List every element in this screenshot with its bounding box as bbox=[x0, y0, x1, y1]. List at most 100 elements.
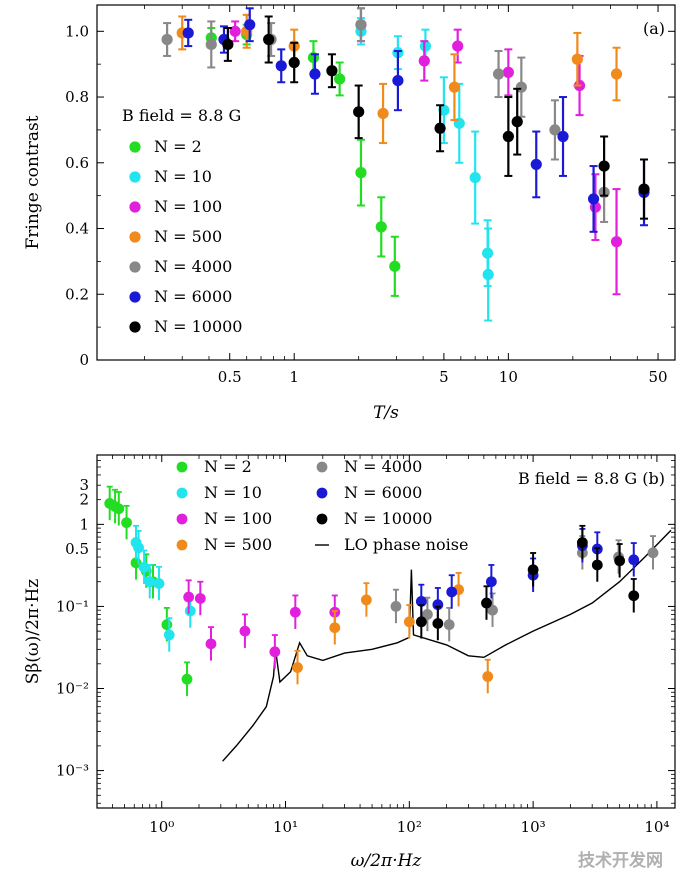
series-n-10000 bbox=[415, 524, 640, 641]
x-tick-label: 10⁴ bbox=[644, 818, 669, 836]
legend-label: N = 10000 bbox=[344, 509, 432, 528]
field-annotation: B field = 8.8 G (b) bbox=[518, 469, 665, 488]
legend-label: N = 100 bbox=[154, 197, 222, 216]
data-point bbox=[161, 33, 173, 46]
x-tick-label: 10¹ bbox=[273, 818, 298, 836]
data-point bbox=[419, 40, 432, 52]
data-point bbox=[469, 171, 481, 184]
series-n-6000 bbox=[182, 7, 650, 233]
legend: N = 2 N = 10 N = 100 N = 500 N = 4000 N = 600… bbox=[176, 457, 468, 554]
x-tick-label: 10² bbox=[397, 818, 422, 836]
series-n-10 bbox=[355, 17, 494, 322]
data-point bbox=[289, 606, 301, 618]
legend-marker bbox=[316, 461, 328, 473]
legend-marker bbox=[176, 513, 188, 525]
legend-marker bbox=[129, 261, 141, 273]
legend-marker bbox=[129, 231, 141, 243]
legend-marker bbox=[129, 201, 141, 213]
legend-label: N = 10000 bbox=[154, 317, 242, 336]
y-tick-label: 0.5 bbox=[65, 540, 89, 558]
legend-label: N = 500 bbox=[154, 227, 222, 246]
data-point bbox=[587, 193, 600, 205]
data-point bbox=[502, 66, 514, 78]
data-point bbox=[163, 629, 175, 641]
y-tick-label: 10⁻¹ bbox=[56, 597, 89, 615]
data-point bbox=[610, 68, 623, 80]
data-point bbox=[598, 160, 610, 172]
data-point bbox=[487, 604, 498, 616]
y-tick-label: 10⁻³ bbox=[56, 762, 89, 780]
lo-phase-noise-line bbox=[222, 529, 672, 762]
legend-label: N = 100 bbox=[204, 509, 272, 528]
legend-label: N = 500 bbox=[204, 535, 272, 554]
data-point bbox=[390, 601, 402, 612]
y-tick-label: 2 bbox=[79, 491, 89, 509]
panel-a: 0.5 1 5 10 50 0 0.2 0.4 0.6 0.8 1.0 T/s Fringe contr… bbox=[23, 4, 676, 423]
data-point bbox=[511, 116, 523, 128]
data-point bbox=[557, 130, 569, 143]
data-point bbox=[205, 638, 217, 650]
legend-marker bbox=[316, 513, 328, 525]
legend-label: N = 4000 bbox=[154, 257, 232, 276]
data-point bbox=[502, 130, 514, 143]
y-tick-label: 0.4 bbox=[65, 220, 89, 238]
x-tick-label: 0.5 bbox=[218, 368, 242, 386]
data-point bbox=[244, 19, 256, 31]
data-point bbox=[229, 25, 241, 37]
data-point bbox=[576, 537, 588, 548]
legend-title: B field = 8.8 G bbox=[122, 106, 241, 125]
data-point bbox=[269, 646, 281, 658]
data-point bbox=[113, 503, 125, 515]
data-point bbox=[492, 68, 505, 80]
data-point bbox=[377, 107, 389, 120]
legend-label: N = 10 bbox=[204, 483, 262, 502]
series-n-100 bbox=[183, 579, 341, 669]
data-point bbox=[610, 236, 623, 248]
watermark-text: 技术开发网 bbox=[578, 850, 663, 871]
x-tick-label: 10³ bbox=[521, 818, 546, 836]
legend-marker bbox=[176, 487, 188, 499]
panel-b: 10⁰ 10¹ 10² 10³ 10⁴ 32 1 0.5 10⁻¹ 10⁻² 10⁻³ ω/2π·Hz… bbox=[23, 454, 676, 871]
data-point bbox=[515, 81, 527, 93]
data-point bbox=[403, 616, 415, 628]
y-axis-title: Fringe contrast bbox=[23, 115, 43, 249]
y-tick-label: 10⁻² bbox=[56, 680, 89, 698]
y-tick-label: 3 bbox=[79, 476, 89, 494]
data-point bbox=[181, 673, 193, 685]
data-point bbox=[329, 622, 341, 634]
data-point bbox=[482, 671, 494, 682]
data-point bbox=[275, 60, 287, 72]
legend-marker bbox=[176, 539, 188, 551]
y-tick-label: 0.6 bbox=[65, 154, 89, 172]
legend-marker bbox=[129, 321, 141, 333]
data-point bbox=[161, 619, 173, 631]
series-n-2 bbox=[104, 485, 193, 696]
data-point bbox=[326, 65, 338, 77]
plot-frame bbox=[96, 4, 676, 361]
data-point bbox=[628, 590, 640, 602]
y-tick-label: 0.8 bbox=[65, 88, 89, 106]
legend-marker bbox=[316, 487, 328, 499]
data-point bbox=[133, 542, 144, 554]
data-point bbox=[448, 81, 461, 93]
data-point bbox=[138, 561, 150, 573]
data-point bbox=[628, 554, 640, 566]
data-point bbox=[182, 27, 194, 39]
data-point bbox=[194, 593, 206, 604]
data-point bbox=[184, 605, 196, 617]
legend-marker bbox=[129, 141, 141, 153]
legend-label: N = 4000 bbox=[344, 457, 422, 476]
data-point bbox=[614, 555, 626, 567]
data-point bbox=[389, 260, 401, 272]
y-tick-label: 1 bbox=[79, 515, 89, 533]
data-point bbox=[452, 40, 464, 52]
data-point bbox=[355, 19, 367, 31]
data-point bbox=[432, 618, 444, 629]
data-point bbox=[334, 73, 346, 85]
data-point bbox=[571, 53, 583, 65]
panel-tag: (a) bbox=[643, 19, 665, 38]
data-point bbox=[482, 268, 494, 281]
data-point bbox=[434, 122, 446, 134]
legend-label: N = 6000 bbox=[154, 287, 232, 306]
data-point bbox=[591, 559, 603, 571]
